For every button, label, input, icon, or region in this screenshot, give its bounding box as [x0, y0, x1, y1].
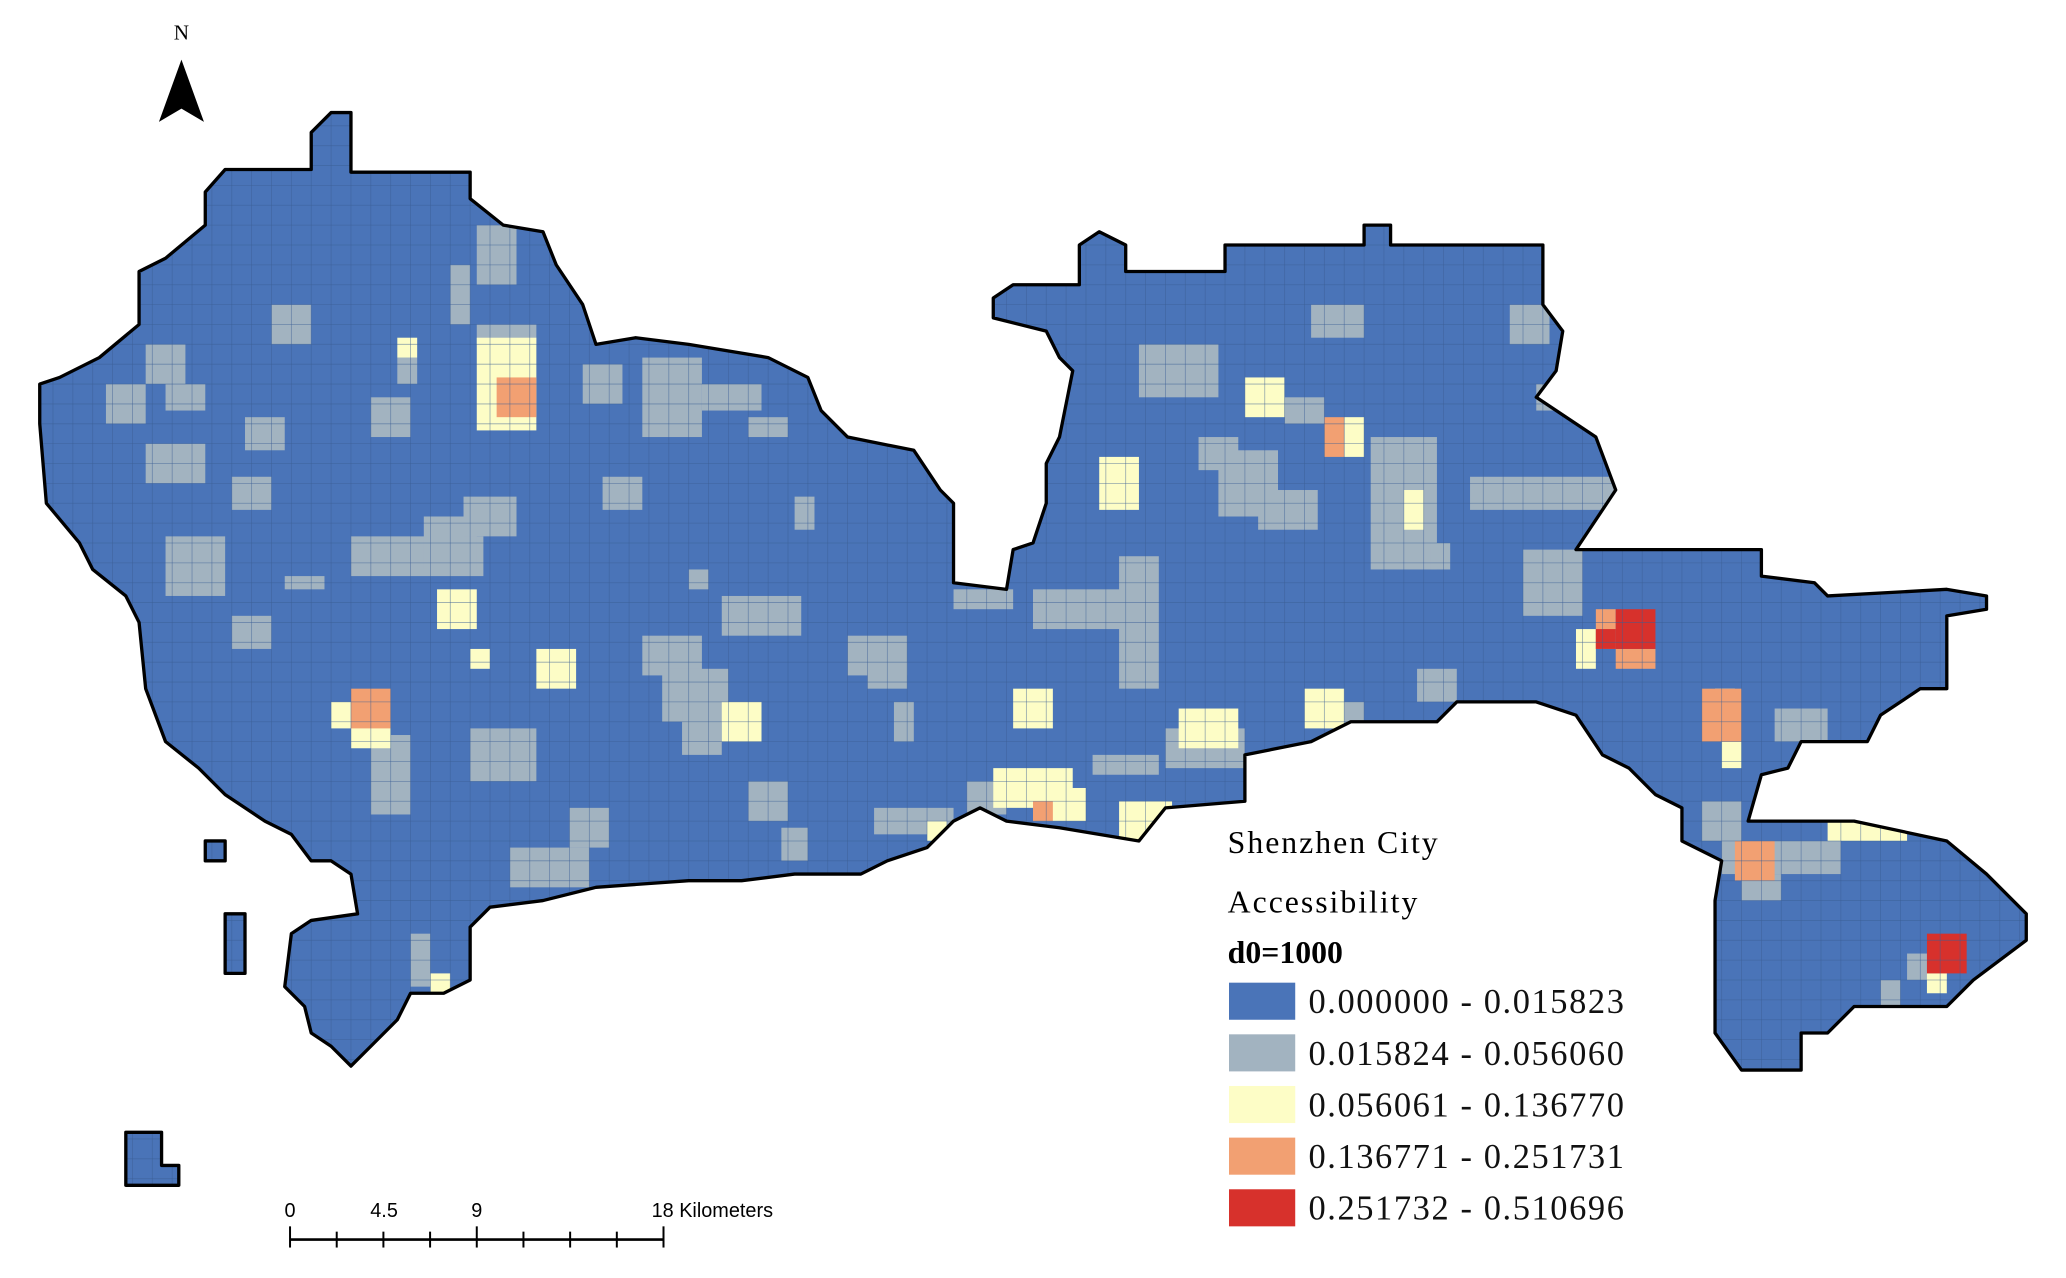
cell: [794, 496, 815, 530]
cell: [1615, 648, 1656, 669]
boundary: [203, 839, 227, 863]
cell: [1417, 668, 1457, 702]
legend-swatch: [1229, 1085, 1296, 1124]
legend: Shenzhen City Accessibility d0=1000 0.00…: [1228, 825, 1625, 1228]
legend-swatch: [1229, 982, 1296, 1020]
scale-label: 0: [285, 1200, 296, 1222]
legend-label: 0.000000 - 0.015823: [1308, 983, 1625, 1021]
cell: [165, 384, 206, 411]
cell: [682, 701, 722, 755]
scale-label: 18 Kilometers: [652, 1200, 773, 1222]
outline: [38, 110, 2028, 1187]
cell: [1430, 542, 1451, 570]
cell: [1138, 344, 1219, 398]
cell: [470, 728, 537, 782]
cell: [397, 357, 418, 385]
legend-swatch: [1229, 1034, 1296, 1072]
north-label: N: [174, 21, 189, 45]
cell: [953, 589, 1014, 610]
cell: [1575, 629, 1596, 669]
cell: [1721, 741, 1742, 769]
legend-title: Shenzhen City: [1228, 825, 1440, 860]
cell: [1324, 417, 1345, 457]
legend-parameter: d0=1000: [1228, 935, 1343, 970]
cell: [1258, 490, 1318, 530]
cell: [1311, 304, 1365, 338]
north-arrow: [158, 59, 204, 122]
legend-label: 0.251732 - 0.510696: [1308, 1190, 1625, 1228]
cell: [1198, 437, 1239, 471]
cell: [437, 589, 477, 630]
cell: [397, 337, 418, 358]
cell: [245, 417, 285, 451]
scale-label: 9: [471, 1200, 482, 1222]
cell: [721, 595, 802, 636]
cell: [1344, 417, 1365, 457]
cell: [430, 973, 451, 994]
cell: [536, 648, 577, 689]
cell: [450, 264, 471, 325]
legend-swatch: [1229, 1189, 1296, 1227]
cell: [1827, 794, 1908, 841]
legend-label: 0.136771 - 0.251731: [1308, 1138, 1625, 1176]
cell: [470, 648, 491, 669]
land-area: [225, 913, 246, 974]
cell: [688, 569, 709, 590]
boundary: [223, 912, 247, 976]
cell: [1926, 973, 1947, 994]
cell: [1403, 490, 1424, 530]
boundary: [38, 110, 2028, 1072]
cell: [476, 225, 517, 285]
cell: [496, 377, 537, 418]
legend-rows: 0.000000 - 0.015823 0.015824 - 0.056060 0.…: [1229, 982, 1625, 1228]
cell: [1033, 589, 1126, 630]
cell: [165, 536, 226, 596]
cell: [1926, 933, 1967, 974]
scale-label: 4.5: [370, 1200, 398, 1222]
cell: [1595, 629, 1616, 649]
legend-subtitle: Accessibility: [1228, 884, 1420, 919]
legend-label: 0.056061 - 0.136770: [1308, 1086, 1625, 1124]
scale-bar: 0 4.5 9 18 Kilometers: [285, 1200, 773, 1248]
cell: [331, 701, 351, 729]
cell: [1615, 609, 1656, 649]
cell: [1840, 801, 1861, 822]
legend-label: 0.015824 - 0.056060: [1308, 1035, 1625, 1073]
land: [39, 112, 2027, 1186]
cell: [602, 476, 643, 510]
scale-ticks: [289, 1226, 665, 1248]
cell: [1820, 787, 1861, 815]
legend-swatch: [1229, 1137, 1296, 1175]
cell: [1880, 980, 1901, 1007]
cell: [781, 827, 808, 861]
cell: [701, 384, 762, 411]
cell: [1013, 688, 1053, 729]
land-area: [205, 840, 226, 861]
boundary: [124, 1130, 181, 1187]
cell: [1033, 801, 1053, 822]
cell: [1178, 708, 1239, 749]
cell: [642, 357, 702, 438]
